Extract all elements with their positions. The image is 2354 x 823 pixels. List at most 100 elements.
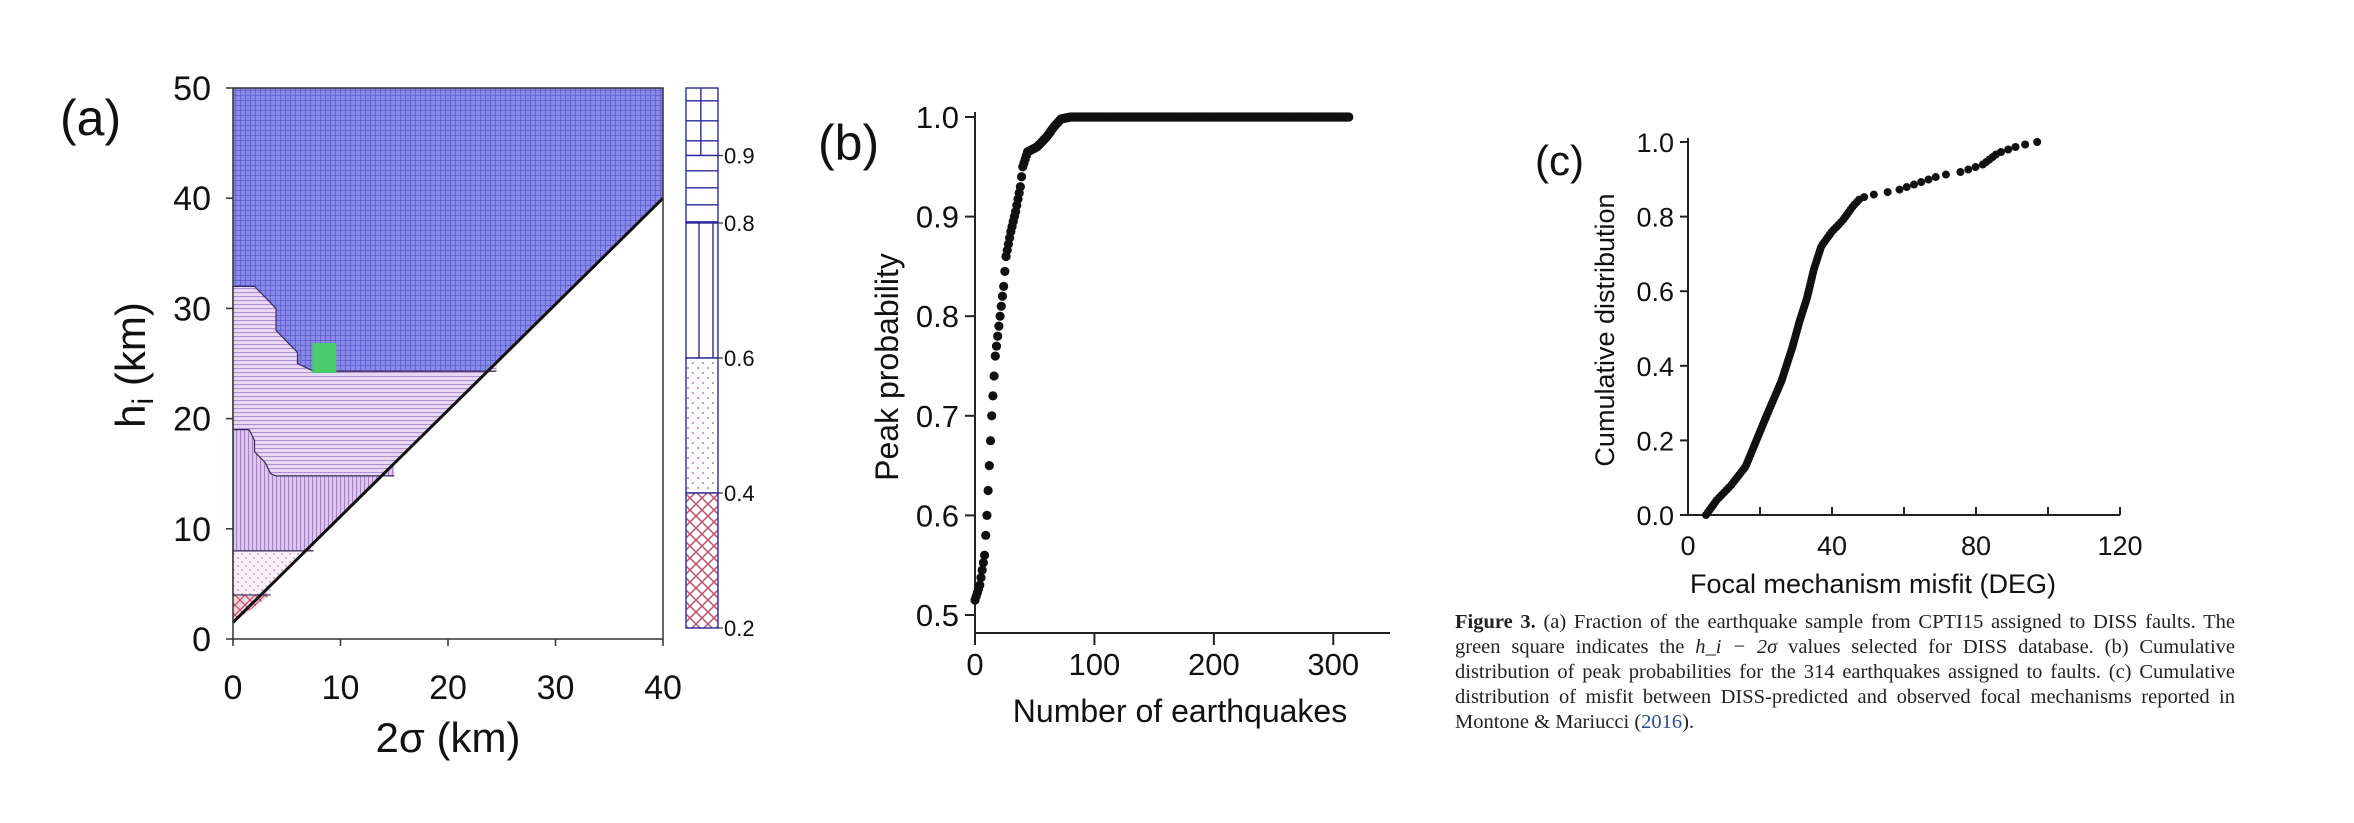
panel-c-ylabel: Cumulative distribution — [1590, 193, 1620, 466]
contour-line-0.9-1.0 — [233, 285, 497, 372]
data-point — [975, 580, 985, 590]
panel-c-ytick-label: 0.0 — [1636, 501, 1674, 531]
figure-caption: Figure 3. (a) Fraction of the earthquake… — [1455, 610, 2235, 735]
panel-c-xtick-label: 80 — [1961, 531, 1991, 561]
data-point — [987, 411, 997, 421]
panel-b-ytick-label: 0.8 — [916, 299, 959, 334]
data-point — [977, 565, 987, 575]
data-point — [982, 510, 992, 520]
panel-b-ytick-label: 0.5 — [916, 598, 959, 633]
colorbar-tick-label: 0.8 — [724, 211, 755, 236]
data-point — [1895, 185, 1904, 194]
data-point — [1000, 266, 1010, 276]
contour-region-0.4-0.6 — [233, 429, 314, 595]
data-point — [978, 558, 988, 568]
data-point — [1869, 190, 1878, 199]
panel-a-diagonal — [231, 197, 665, 624]
panel-a-ylabel: hi (km) — [107, 302, 160, 428]
panel-c-ytick-label: 0.4 — [1636, 352, 1674, 382]
panel-c-points — [1702, 138, 2042, 519]
data-point — [988, 391, 998, 401]
panel-a-ytick-label: 10 — [173, 511, 211, 549]
panel-a-xtick-label: 20 — [429, 669, 467, 707]
panel-c-ytick-label: 0.2 — [1636, 426, 1674, 456]
colorbar-segment — [685, 357, 719, 494]
data-point — [1924, 175, 1933, 184]
caption-math: h_i − 2σ — [1695, 636, 1778, 658]
data-point — [981, 530, 991, 540]
panel-a-ytick-label: 40 — [173, 180, 211, 218]
colorbar-segment — [685, 87, 719, 157]
panel-b-xtick-label: 0 — [966, 647, 983, 682]
data-point — [1883, 188, 1892, 197]
panel-a-xtick-label: 40 — [644, 669, 682, 707]
panel-b-xtick-label: 200 — [1188, 647, 1240, 682]
colorbar-segment — [685, 154, 719, 224]
data-point — [984, 461, 994, 471]
data-point — [2033, 138, 2042, 146]
data-point — [1016, 172, 1027, 182]
data-point — [1909, 180, 1918, 189]
panel-c-ytick-label: 0.8 — [1636, 203, 1674, 233]
contour-region-0.9-1.0 — [233, 88, 663, 372]
data-point — [1917, 178, 1926, 187]
panel-c-xtick-label: 120 — [2097, 531, 2142, 561]
panel-a-xlabel: 2σ (km) — [376, 714, 521, 761]
data-point — [993, 331, 1003, 341]
caption-text-1: (a) Fraction of the earthquake sample fr… — [1455, 611, 2235, 658]
panel-c: (c) 0.0 0.2 0.4 0.6 0.8 1.0 0 40 80 120 Focal mec… — [1535, 128, 2143, 599]
data-point — [997, 291, 1008, 301]
panel-c-label: (c) — [1535, 137, 1584, 184]
colorbar-tick-label: 0.9 — [724, 144, 755, 169]
data-point — [989, 371, 999, 381]
panel-b-points — [970, 112, 1354, 605]
data-point — [1964, 165, 1973, 174]
panel-a-ytick-label: 0 — [192, 621, 211, 659]
colorbar-segment — [685, 222, 719, 359]
data-point — [1860, 193, 1869, 202]
data-point — [2021, 140, 2030, 149]
panel-b-axes: 0.5 0.6 0.7 0.8 0.9 1.0 0 100 200 300 — [916, 100, 1390, 682]
data-point — [979, 550, 990, 560]
data-point — [994, 321, 1004, 331]
data-point — [1902, 183, 1911, 192]
panel-c-xtick-label: 0 — [1680, 531, 1695, 561]
panel-b-ylabel: Peak probability — [869, 253, 905, 481]
caption-label: Figure 3. — [1455, 611, 1536, 633]
data-point — [1344, 112, 1354, 122]
panel-b: (b) 0.5 0.6 0.7 0.8 0.9 1.0 0 100 200 300 Number … — [818, 100, 1390, 729]
svg-text:hi (km): hi (km) — [107, 302, 160, 428]
panel-b-ytick-label: 0.6 — [916, 498, 959, 533]
panel-a-xtick-label: 30 — [537, 669, 575, 707]
contour-region-0.8-0.9 — [233, 286, 497, 476]
panel-c-ytick-label: 1.0 — [1636, 128, 1674, 158]
caption-text-2: values selected for DISS database. (b) C… — [1455, 636, 2236, 733]
data-point — [2011, 143, 2020, 152]
panel-b-xlabel: Number of earthquakes — [1013, 693, 1347, 729]
data-point — [991, 341, 1002, 351]
caption-citation[interactable]: 2016 — [1641, 711, 1683, 733]
panel-a-colorbar: 0.2 0.4 0.6 0.8 0.9 — [685, 87, 755, 641]
panel-a: (a) 0 10 20 30 40 0 10 20 30 40 50 2σ (km) hi (km)… — [60, 70, 755, 761]
contour-region-0.6-0.8 — [233, 286, 395, 551]
panel-a-xtick-label: 0 — [224, 669, 243, 707]
data-point — [999, 281, 1009, 291]
panel-a-label: (a) — [60, 90, 121, 146]
data-point — [2004, 145, 2013, 154]
data-point — [990, 351, 1000, 361]
panel-a-ytick-label: 30 — [173, 290, 211, 328]
data-point — [983, 485, 993, 496]
data-point — [1015, 182, 1025, 192]
contour-region-0.2-0.4 — [233, 550, 271, 623]
panel-c-xlabel: Focal mechanism misfit (DEG) — [1690, 569, 2056, 599]
panel-a-axes: 0 10 20 30 40 0 10 20 30 40 50 — [173, 70, 682, 707]
colorbar-tick-label: 0.6 — [724, 346, 755, 371]
panel-b-ytick-label: 0.9 — [916, 200, 959, 235]
contour-line-0.8-0.9 — [232, 286, 395, 477]
panel-c-xtick-label: 40 — [1817, 531, 1847, 561]
panel-b-ytick-label: 1.0 — [916, 100, 959, 135]
data-point — [1956, 168, 1965, 177]
panel-a-ytick-label: 20 — [173, 401, 211, 439]
panel-a-contour-fill — [231, 88, 665, 624]
data-point — [985, 436, 996, 446]
